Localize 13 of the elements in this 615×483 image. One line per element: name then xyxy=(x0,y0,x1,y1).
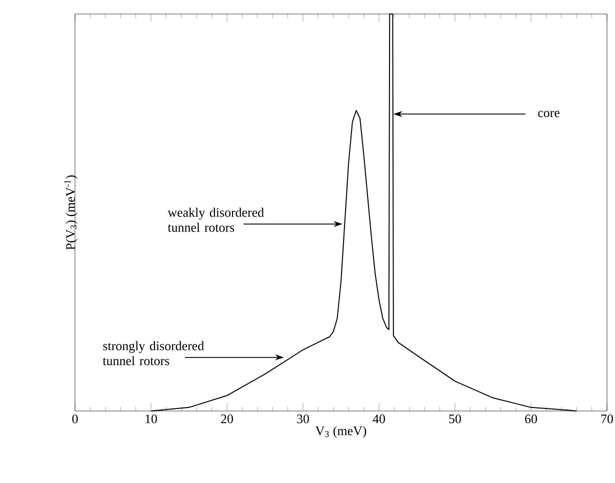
x-axis-title: V$_{3}$ (meV) xyxy=(315,426,366,438)
y-axis-title: P(V$_{3}$) (meV$^{-1}$) xyxy=(64,175,78,250)
annotation: core xyxy=(538,110,560,118)
x-tick-label: 60 xyxy=(525,414,537,424)
x-tick-label: 20 xyxy=(221,414,233,424)
x-tick-label: 70 xyxy=(601,414,613,424)
annotation: strongly disordered tunnel rotors xyxy=(102,341,204,366)
x-tick-label: 40 xyxy=(372,414,385,424)
x-tick-label: 10 xyxy=(146,414,157,424)
x-tick-label: 30 xyxy=(297,414,309,424)
x-tick-label: 50 xyxy=(449,414,461,424)
annotation: weakly disordered tunnel rotors xyxy=(168,208,264,232)
x-tick-label: 0 xyxy=(72,414,78,424)
